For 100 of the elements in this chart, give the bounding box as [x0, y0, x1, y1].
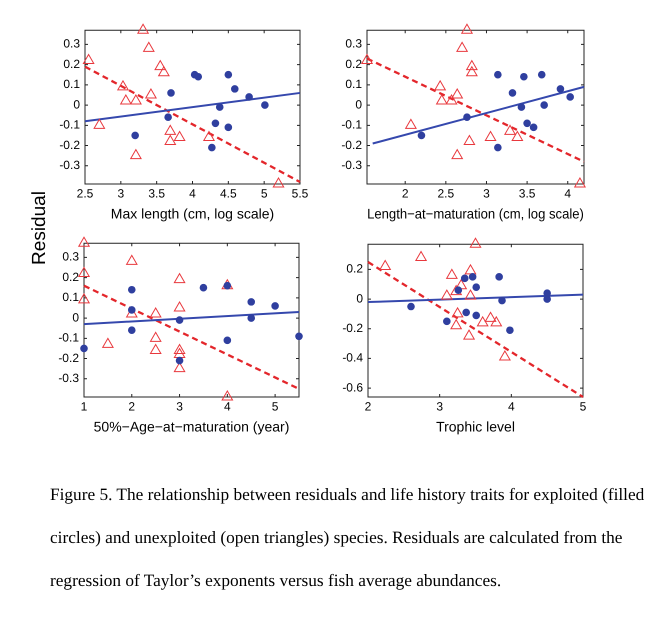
point — [200, 284, 208, 292]
point — [154, 60, 166, 70]
point — [128, 286, 136, 294]
y-tick-label: -0.6 — [342, 380, 364, 394]
x-tick-label: 4 — [508, 400, 515, 414]
x-tick-label: 3 — [117, 186, 124, 201]
y-tick-label: -0.3 — [58, 371, 80, 386]
point — [128, 326, 136, 334]
point — [94, 118, 106, 129]
point — [466, 66, 478, 76]
x-tick-label: 5.5 — [292, 186, 309, 201]
x-tick-label: 3.5 — [148, 186, 166, 201]
point — [208, 144, 216, 152]
point — [476, 316, 488, 326]
point — [130, 94, 142, 105]
x-axis-title: Length−at−maturation (cm, log scale) — [367, 206, 584, 222]
point — [272, 178, 284, 188]
y-tick-label: 0.1 — [63, 77, 80, 92]
point — [126, 254, 138, 265]
point — [434, 80, 446, 90]
point — [441, 290, 453, 300]
point — [460, 274, 469, 282]
point — [506, 326, 514, 334]
x-tick-label: 3.5 — [518, 186, 536, 201]
point — [446, 94, 458, 105]
point — [543, 295, 551, 303]
x-tick-label: 4 — [189, 186, 196, 201]
point — [462, 308, 470, 316]
x-tick-label: 4 — [224, 400, 231, 414]
y-tick-label: -0.1 — [59, 118, 80, 132]
point — [222, 390, 234, 400]
y-axis-title: Residual — [29, 191, 51, 265]
x-tick-label: 5 — [260, 186, 268, 201]
point — [452, 88, 463, 98]
point — [143, 42, 154, 52]
point — [222, 279, 234, 290]
point — [520, 72, 528, 81]
point — [566, 93, 574, 101]
x-axis-title: Max length (cm, log scale) — [110, 205, 274, 222]
point — [224, 70, 232, 79]
y-tick-label: -0.2 — [59, 138, 80, 152]
point — [78, 236, 90, 247]
point — [450, 285, 462, 296]
point — [407, 302, 415, 310]
y-tick-label: 0.3 — [345, 36, 362, 51]
point — [405, 118, 417, 129]
x-tick-label: 2.5 — [437, 186, 454, 201]
point — [415, 251, 427, 262]
point — [470, 238, 482, 248]
point — [443, 318, 451, 326]
point — [261, 101, 269, 109]
point — [150, 308, 162, 318]
point — [78, 293, 90, 304]
x-axis-title: 50%−Age−at−maturation (year) — [94, 418, 290, 434]
y-tick-label: 0 — [72, 310, 80, 324]
point — [464, 290, 476, 300]
point — [456, 42, 468, 52]
point — [176, 356, 184, 364]
point — [131, 132, 139, 140]
y-tick-label: -0.3 — [341, 158, 362, 172]
point — [174, 301, 186, 312]
x-tick-label: 3 — [483, 186, 490, 201]
y-tick-label: -0.2 — [342, 321, 364, 336]
point — [164, 135, 176, 146]
point — [463, 113, 471, 122]
point — [295, 332, 303, 340]
x-tick-label: 1 — [80, 400, 88, 414]
point — [176, 316, 184, 324]
point — [484, 130, 496, 141]
point — [540, 101, 548, 109]
point — [494, 144, 502, 152]
point — [102, 338, 114, 348]
x-tick-label: 2.5 — [76, 186, 94, 201]
point — [164, 113, 172, 122]
point — [174, 348, 186, 358]
point — [80, 344, 88, 352]
x-tick-label: 5 — [272, 400, 279, 414]
point — [484, 312, 496, 322]
point — [455, 279, 467, 290]
point — [174, 130, 186, 141]
point — [158, 66, 170, 76]
point — [194, 72, 202, 81]
y-tick-label: -0.2 — [341, 138, 362, 152]
x-tick-label: 4 — [564, 186, 572, 201]
point — [461, 24, 473, 34]
point — [128, 306, 136, 314]
x-tick-label: 3 — [436, 400, 444, 414]
point — [380, 260, 391, 270]
point — [174, 344, 186, 354]
point — [508, 89, 516, 97]
point — [472, 312, 480, 320]
point — [523, 119, 531, 128]
point — [464, 135, 476, 146]
point — [512, 130, 524, 141]
y-tick-label: -0.3 — [59, 158, 80, 172]
point — [130, 149, 142, 160]
point — [499, 350, 511, 360]
point — [530, 124, 538, 132]
x-tick-label: 3 — [176, 400, 184, 414]
point — [418, 132, 426, 140]
